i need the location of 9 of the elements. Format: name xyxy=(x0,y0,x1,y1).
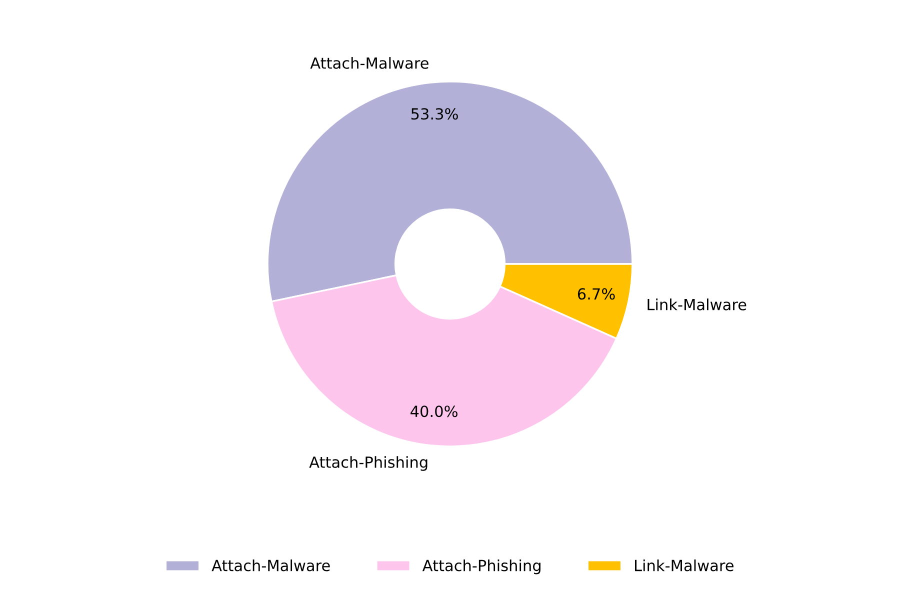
data-label: 40.0% xyxy=(410,406,458,418)
data-label: 6.7% xyxy=(578,288,615,300)
slice-label: Attach-Malware xyxy=(310,57,428,69)
slice-label: Link-Malware xyxy=(648,298,746,310)
slice-label: Attach-Phishing xyxy=(309,456,428,471)
data-label: 53.3% xyxy=(411,108,458,120)
legend-label: Attach-Phishing xyxy=(422,559,540,574)
legend-label: Link-Malware xyxy=(635,559,734,572)
legend-label: Attach-Malware xyxy=(212,559,330,572)
